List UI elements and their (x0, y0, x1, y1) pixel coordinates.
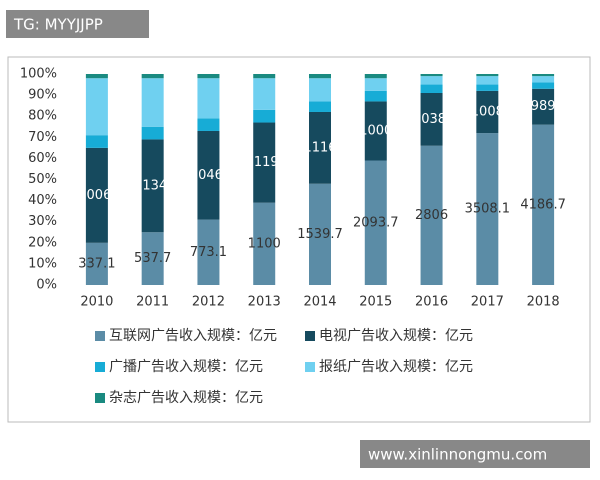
bar-segment (476, 74, 499, 77)
bar-segment (476, 84, 499, 91)
bar-segment (309, 111, 331, 184)
legend-label: 报纸广告收入规模：亿元 (319, 359, 473, 375)
bar-segment (364, 78, 387, 91)
legend-swatch (95, 331, 105, 341)
x-tick-label: 2012 (192, 295, 225, 310)
x-tick-label: 2010 (80, 295, 113, 310)
bar-segment (364, 90, 387, 102)
bar-segment (85, 74, 108, 79)
bar-segment (476, 133, 499, 285)
legend-swatch (95, 393, 105, 403)
legend-swatch (305, 362, 315, 372)
bar-segment (253, 74, 276, 79)
watermark: TG: MYYJJPP (13, 16, 103, 34)
bar-segment (364, 74, 387, 79)
legend-swatch (95, 362, 105, 372)
x-tick-label: 2011 (136, 295, 169, 310)
legend-label: 电视广告收入规模：亿元 (319, 328, 473, 344)
legend-label: 杂志广告收入规模：亿元 (109, 390, 263, 406)
y-tick-label: 60% (28, 151, 57, 166)
bar-segment (420, 76, 443, 85)
bar-segment (85, 147, 108, 243)
x-tick-label: 2014 (303, 295, 336, 310)
bar-segment (476, 76, 499, 85)
x-tick-label: 2016 (415, 295, 448, 310)
y-tick-label: 10% (28, 256, 57, 271)
x-tick-label: 2018 (527, 295, 560, 310)
data-label: 2093.7 (353, 215, 399, 230)
bar-segment (364, 101, 387, 161)
data-label: 1100 (248, 236, 281, 251)
bar-segment (253, 78, 276, 110)
x-tick-label: 2017 (471, 295, 504, 310)
bar-segment (197, 118, 220, 131)
bar-segment (420, 84, 443, 93)
bar-segment (532, 76, 555, 83)
bar-segment (253, 122, 276, 203)
bar-segment (253, 202, 276, 285)
bar-segment (141, 126, 164, 140)
y-tick-label: 50% (28, 172, 57, 187)
y-tick-label: 40% (28, 193, 57, 208)
bar-segment (141, 78, 164, 127)
data-label: 537.7 (134, 251, 171, 266)
bar-segment (476, 90, 499, 134)
y-tick-label: 70% (28, 130, 57, 145)
bar-segment (197, 130, 220, 220)
data-label: 337.1 (78, 256, 115, 271)
bar-segment (309, 101, 331, 112)
bar-segment (141, 74, 164, 79)
bar-segment (309, 78, 331, 102)
bar-segment (197, 74, 220, 79)
data-label: 1119. (246, 155, 283, 170)
watermark-box (360, 440, 590, 468)
y-tick-label: 0% (36, 278, 57, 293)
bar-segment (420, 145, 443, 285)
bar-segment (85, 242, 108, 285)
bar-segment (420, 74, 443, 77)
bar-segment (532, 74, 555, 77)
data-label: 2806 (415, 208, 448, 223)
data-label: 4186.7 (520, 197, 566, 212)
y-tick-label: 20% (28, 235, 57, 250)
y-tick-label: 90% (28, 88, 57, 103)
y-tick-label: 100% (20, 67, 57, 82)
bar-segment (532, 82, 555, 89)
data-label: 1008 (471, 104, 504, 119)
bar-segment (141, 139, 164, 233)
bar-segment (532, 124, 555, 285)
data-label: 1134. (134, 178, 171, 193)
data-label: 989 (531, 99, 556, 114)
bar-segment (420, 92, 443, 146)
bar-segment (197, 219, 220, 285)
bar-segment (85, 78, 108, 136)
watermark-box (6, 10, 149, 38)
bar-segment (532, 88, 555, 125)
bar-segment (309, 183, 331, 285)
y-tick-label: 80% (28, 109, 57, 124)
legend-label: 互联网广告收入规模：亿元 (109, 328, 277, 344)
data-label: 1116 (303, 140, 336, 155)
bar-segment (364, 160, 387, 285)
data-label: 1000 (359, 123, 392, 138)
data-label: 773.1 (190, 245, 227, 260)
data-label: 1006. (78, 188, 115, 203)
bar-segment (141, 232, 164, 285)
data-label: 3508.1 (465, 202, 511, 217)
bar-segment (253, 109, 276, 123)
data-label: 1539.7 (297, 227, 343, 242)
legend-label: 广播广告收入规模：亿元 (109, 359, 263, 375)
x-tick-label: 2015 (359, 295, 392, 310)
x-tick-label: 2013 (248, 295, 281, 310)
legend-swatch (305, 331, 315, 341)
y-tick-label: 30% (28, 214, 57, 229)
data-label: 1046. (190, 168, 227, 183)
bar-segment (309, 74, 331, 79)
data-label: 1038. (413, 112, 450, 127)
bar-segment (85, 135, 108, 148)
watermark: www.xinlinnongmu.com (368, 446, 547, 464)
bar-segment (197, 78, 220, 119)
